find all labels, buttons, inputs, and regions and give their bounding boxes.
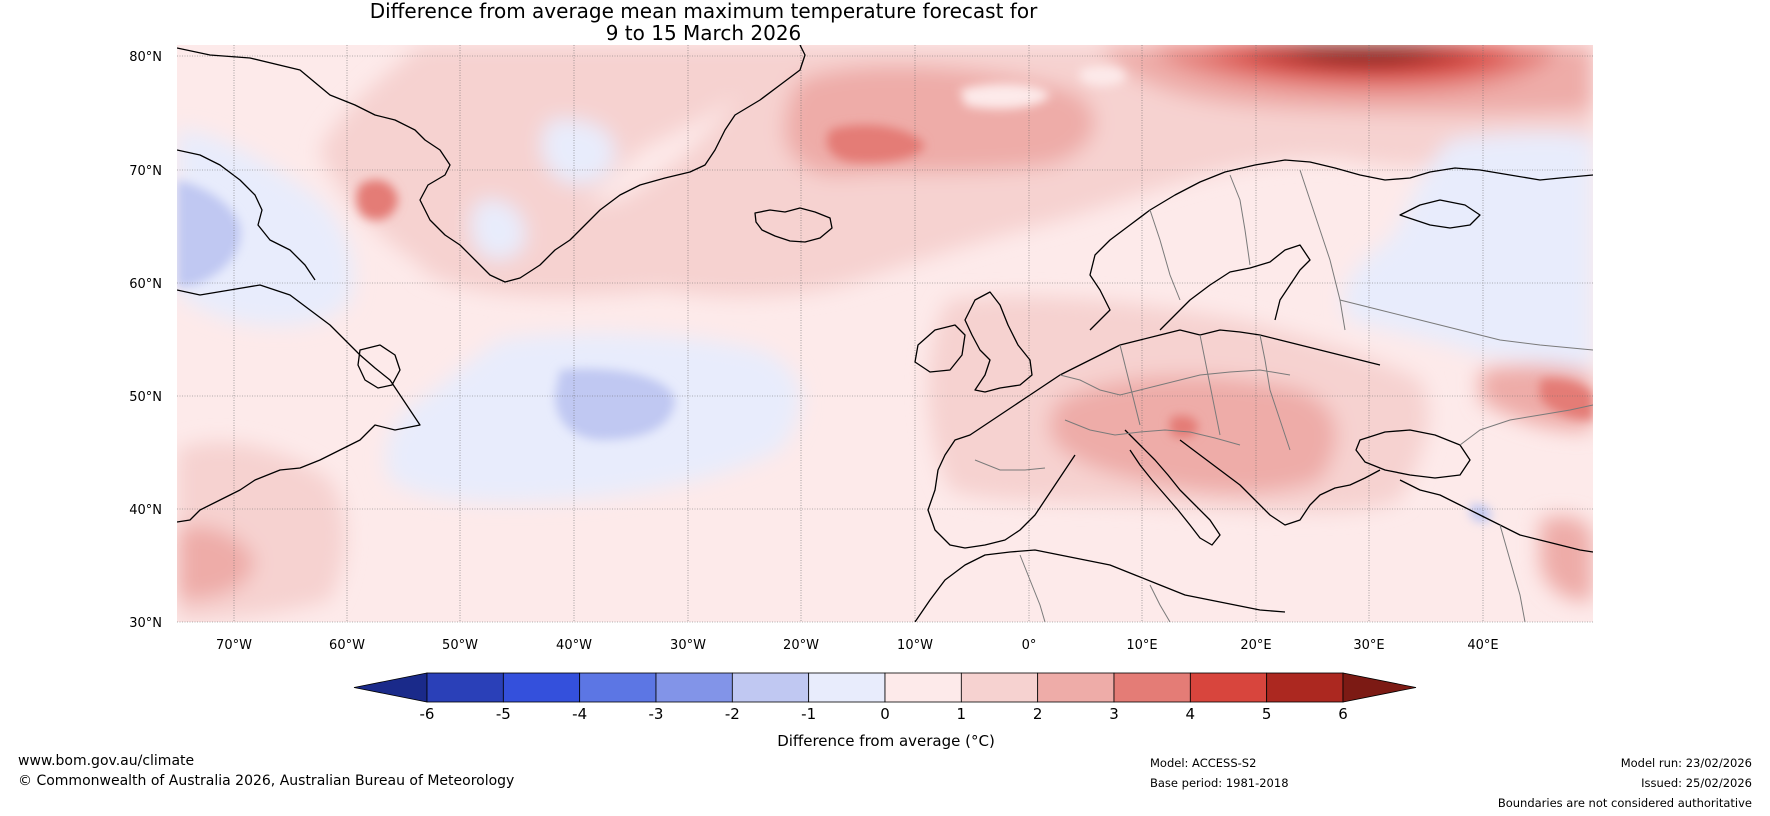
black-sea-coastline xyxy=(1355,429,1471,479)
copyright-notice: © Commonwealth of Australia 2026, Austra… xyxy=(18,773,515,789)
colorbar-tick-label: 1 xyxy=(957,705,967,723)
latitude-label: 50°N xyxy=(129,390,162,405)
baltic-coastline xyxy=(1159,244,1311,331)
coastlines xyxy=(177,45,1593,622)
longitude-label: 20°W xyxy=(783,638,819,653)
colorbar-tick-label: 6 xyxy=(1338,705,1348,723)
colorbar-segments xyxy=(353,672,1417,703)
scandinavia-coastline xyxy=(1089,159,1593,331)
latitude-label: 30°N xyxy=(129,616,162,631)
colorbar-segment xyxy=(808,672,886,703)
longitude-label: 0° xyxy=(1022,638,1037,653)
website-link[interactable]: www.bom.gov.au/climate xyxy=(18,753,195,769)
colorbar-segment xyxy=(1189,672,1268,703)
colorbar-tick-label: -3 xyxy=(649,705,664,723)
latitude-label: 40°N xyxy=(129,503,162,518)
latitude-labels: 80°N 70°N 60°N 50°N 40°N 30°N xyxy=(129,50,162,631)
anomaly-contours-detail xyxy=(177,65,1593,523)
longitude-label: 60°W xyxy=(329,638,365,653)
white-sea-coastline xyxy=(1399,199,1481,229)
longitude-label: 10°W xyxy=(897,638,933,653)
model-name: Model: ACCESS-S2 xyxy=(1150,756,1257,770)
latitude-label: 60°N xyxy=(129,277,162,292)
graticule xyxy=(177,45,1593,623)
colorbar-tick-label: 3 xyxy=(1109,705,1119,723)
colorbar-segment xyxy=(960,672,1039,703)
colorbar-tick-label: -4 xyxy=(572,705,587,723)
longitude-label: 40°W xyxy=(556,638,592,653)
longitude-label: 10°E xyxy=(1126,638,1157,653)
italy-coastline xyxy=(1124,429,1221,546)
colorbar-segment xyxy=(655,672,733,703)
map-panel xyxy=(177,45,1593,623)
north-africa-coastline xyxy=(914,549,1286,622)
longitude-label: 20°E xyxy=(1240,638,1271,653)
base-period: Base period: 1981-2018 xyxy=(1150,776,1289,790)
colorbar-tick-label: 5 xyxy=(1262,705,1272,723)
colorbar-tick-label: -6 xyxy=(420,705,435,723)
anomaly-field xyxy=(177,45,1593,622)
country-boundaries xyxy=(974,169,1593,622)
colorbar-tick-label: 0 xyxy=(880,705,890,723)
iceland-coastline xyxy=(754,207,833,243)
britain-coastline xyxy=(964,291,1033,393)
colorbar-segment xyxy=(426,672,504,703)
ireland-coastline xyxy=(914,324,966,373)
balkans-coastline xyxy=(1179,439,1381,526)
colorbar-segment xyxy=(731,672,810,703)
labrador-coastline xyxy=(177,284,421,523)
longitude-label: 40°E xyxy=(1467,638,1498,653)
iberia-coastline xyxy=(927,394,1076,549)
latitude-label: 80°N xyxy=(129,50,162,65)
longitude-label: 30°W xyxy=(670,638,706,653)
colorbar-tick-label: -2 xyxy=(725,705,740,723)
colorbar-segment xyxy=(884,672,962,703)
colorbar-segment xyxy=(1113,672,1191,703)
colorbar-tick-label: -1 xyxy=(801,705,816,723)
colorbar-tick-label: -5 xyxy=(496,705,511,723)
colorbar-segment xyxy=(1037,672,1115,703)
longitude-label: 50°W xyxy=(442,638,478,653)
colorbar-segment xyxy=(579,672,657,703)
colorbar: -6 -5 -4 -3 -2 -1 0 1 2 3 4 5 6 xyxy=(353,672,1417,723)
colorbar-tick-label: 4 xyxy=(1186,705,1196,723)
longitude-label: 70°W xyxy=(216,638,252,653)
boundaries-disclaimer: Boundaries are not considered authoritat… xyxy=(1497,796,1752,810)
newfoundland-coastline xyxy=(357,344,401,389)
greenland-coastline xyxy=(177,45,806,283)
latitude-label: 70°N xyxy=(129,164,162,179)
map-title-line2: 9 to 15 March 2026 xyxy=(605,21,802,45)
baffin-coastline xyxy=(177,149,316,281)
colorbar-segment xyxy=(502,672,581,703)
colorbar-ticks: -6 -5 -4 -3 -2 -1 0 1 2 3 4 5 6 xyxy=(420,705,1348,723)
issued-date: Issued: 25/02/2026 xyxy=(1641,776,1752,790)
colorbar-extend-high xyxy=(1342,672,1417,703)
longitude-labels: 70°W 60°W 50°W 40°W 30°W 20°W 10°W 0° 10°E 20°E 30… xyxy=(216,638,1499,653)
colorbar-tick-label: 2 xyxy=(1033,705,1043,723)
longitude-label: 30°E xyxy=(1353,638,1384,653)
model-run-date: Model run: 23/02/2026 xyxy=(1620,756,1752,770)
map-title-line1: Difference from average mean maximum tem… xyxy=(369,0,1038,23)
colorbar-extend-low xyxy=(353,672,428,703)
colorbar-segment xyxy=(1266,672,1344,703)
colorbar-title: Difference from average (°C) xyxy=(777,732,995,750)
